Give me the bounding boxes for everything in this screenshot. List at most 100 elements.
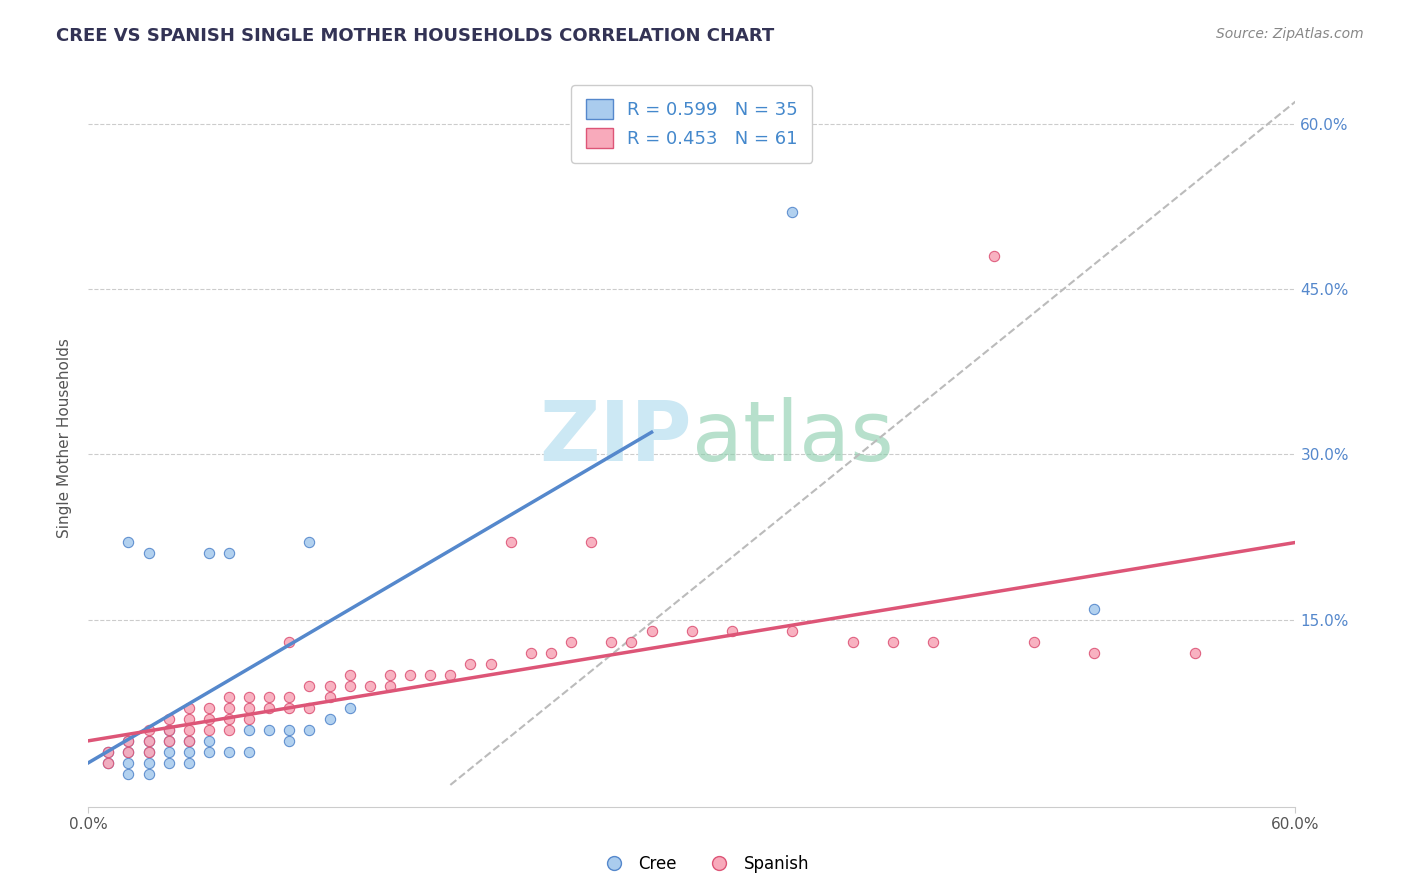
Point [318, 690, 340, 704]
Point [318, 679, 340, 693]
Point [600, 634, 623, 648]
Point [177, 756, 200, 770]
Point [198, 723, 221, 737]
Y-axis label: Single Mother Households: Single Mother Households [58, 338, 72, 538]
Point [339, 700, 361, 714]
Point [399, 667, 422, 681]
Point [198, 712, 221, 726]
Point [198, 745, 221, 759]
Point [177, 734, 200, 748]
Point [157, 734, 180, 748]
Point [117, 734, 139, 748]
Point [560, 634, 582, 648]
Point [138, 767, 160, 781]
Point [97, 756, 120, 770]
Point [117, 734, 139, 748]
Point [218, 723, 240, 737]
Point [318, 712, 340, 726]
Point [138, 723, 160, 737]
Point [138, 546, 160, 560]
Point [499, 535, 522, 549]
Point [620, 634, 643, 648]
Point [157, 745, 180, 759]
Point [257, 700, 280, 714]
Point [278, 734, 301, 748]
Point [842, 634, 865, 648]
Point [278, 723, 301, 737]
Point [218, 546, 240, 560]
Point [117, 745, 139, 759]
Point [238, 690, 260, 704]
Text: ZIP: ZIP [540, 397, 692, 478]
Point [339, 667, 361, 681]
Point [218, 700, 240, 714]
Point [177, 723, 200, 737]
Point [238, 712, 260, 726]
Point [257, 690, 280, 704]
Point [419, 667, 441, 681]
Point [520, 646, 543, 660]
Point [640, 624, 662, 638]
Text: CREE VS SPANISH SINGLE MOTHER HOUSEHOLDS CORRELATION CHART: CREE VS SPANISH SINGLE MOTHER HOUSEHOLDS… [56, 27, 775, 45]
Legend: R = 0.599   N = 35, R = 0.453   N = 61: R = 0.599 N = 35, R = 0.453 N = 61 [571, 85, 813, 162]
Point [257, 723, 280, 737]
Point [218, 690, 240, 704]
Point [278, 634, 301, 648]
Point [138, 734, 160, 748]
Point [157, 734, 180, 748]
Point [681, 624, 703, 638]
Point [359, 679, 381, 693]
Point [460, 657, 482, 671]
Text: Source: ZipAtlas.com: Source: ZipAtlas.com [1216, 27, 1364, 41]
Point [138, 734, 160, 748]
Point [540, 646, 562, 660]
Point [1083, 646, 1105, 660]
Point [238, 700, 260, 714]
Point [238, 745, 260, 759]
Point [1022, 634, 1045, 648]
Point [479, 657, 502, 671]
Point [298, 679, 321, 693]
Point [177, 745, 200, 759]
Point [218, 745, 240, 759]
Point [117, 756, 139, 770]
Point [339, 679, 361, 693]
Point [882, 634, 904, 648]
Point [198, 700, 221, 714]
Point [138, 745, 160, 759]
Point [278, 690, 301, 704]
Point [439, 667, 461, 681]
Point [579, 535, 602, 549]
Point [378, 667, 401, 681]
Point [97, 745, 120, 759]
Point [177, 700, 200, 714]
Point [278, 700, 301, 714]
Point [138, 745, 160, 759]
Point [1083, 601, 1105, 615]
Point [157, 723, 180, 737]
Point [721, 624, 744, 638]
Point [1184, 646, 1206, 660]
Point [177, 712, 200, 726]
Point [157, 712, 180, 726]
Point [138, 756, 160, 770]
Legend: Cree, Spanish: Cree, Spanish [591, 848, 815, 880]
Point [117, 535, 139, 549]
Point [782, 204, 804, 219]
Text: atlas: atlas [692, 397, 894, 478]
Point [97, 756, 120, 770]
Point [177, 734, 200, 748]
Point [922, 634, 945, 648]
Point [782, 624, 804, 638]
Point [298, 700, 321, 714]
Point [218, 712, 240, 726]
Point [198, 546, 221, 560]
Point [97, 745, 120, 759]
Point [198, 734, 221, 748]
Point [983, 249, 1005, 263]
Point [298, 535, 321, 549]
Point [298, 723, 321, 737]
Point [157, 723, 180, 737]
Point [117, 767, 139, 781]
Point [117, 745, 139, 759]
